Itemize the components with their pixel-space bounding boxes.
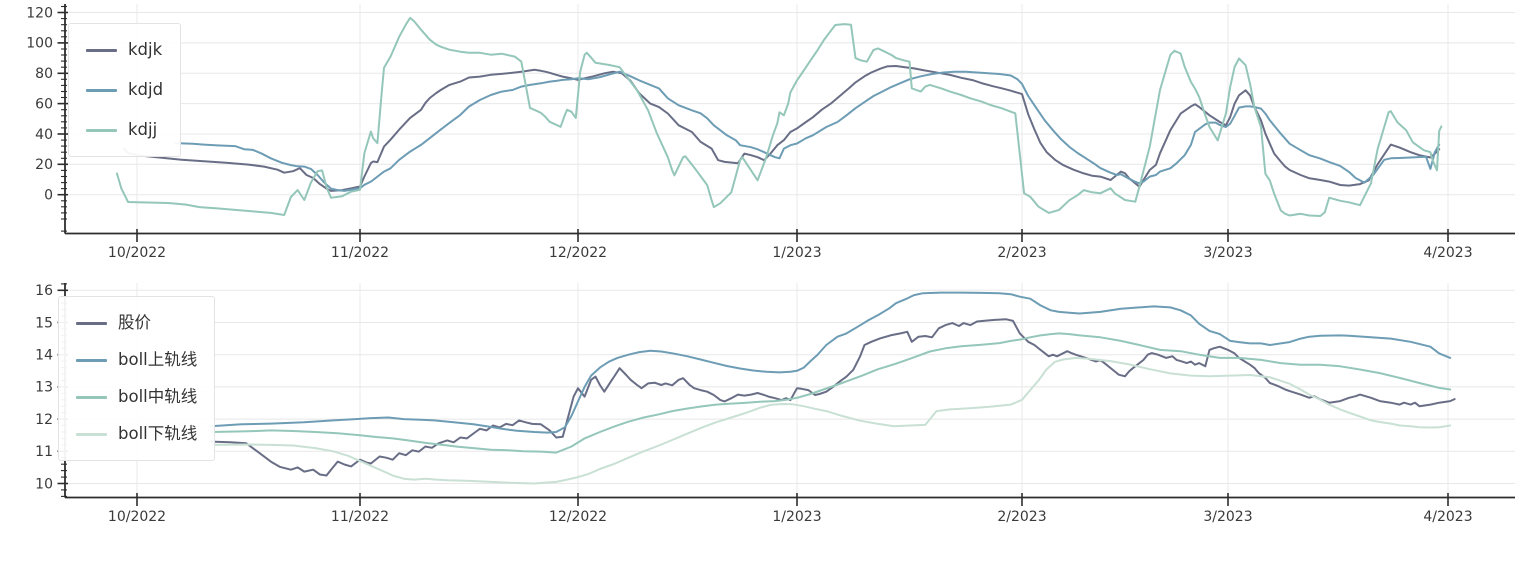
kdjj-line-swatch bbox=[86, 128, 117, 132]
y-tick-label: 14 bbox=[35, 348, 53, 364]
series-line-1-2 bbox=[209, 332, 1452, 454]
boll-upper-line-swatch bbox=[76, 358, 107, 362]
legend-label-boll-lower: boll下轨线 bbox=[118, 424, 198, 443]
y-tick-label: 16 bbox=[35, 283, 53, 299]
series-line-0-2 bbox=[115, 16, 1443, 217]
y-tick-label: 10 bbox=[35, 476, 53, 492]
y-tick-label: 120 bbox=[26, 5, 53, 21]
legend-item-boll-upper: boll上轨线 bbox=[76, 347, 197, 373]
x-tick-label: 3/2023 bbox=[1203, 509, 1252, 525]
x-tick-label: 11/2022 bbox=[331, 509, 389, 525]
x-tick-label: 2/2023 bbox=[997, 509, 1046, 525]
y-tick-label: 40 bbox=[35, 127, 53, 143]
y-tick-label: 60 bbox=[35, 96, 53, 112]
legend-label-price: 股价 bbox=[118, 313, 151, 332]
y-tick-label: 20 bbox=[35, 157, 53, 173]
boll-middle-line-swatch bbox=[76, 395, 107, 399]
series-line-0-0 bbox=[122, 65, 1441, 192]
boll-legend: 股价 boll上轨线 boll中轨线 boll下轨线 bbox=[58, 296, 216, 461]
legend-item-boll-middle: boll中轨线 bbox=[76, 384, 197, 410]
x-tick-label: 4/2023 bbox=[1423, 245, 1472, 261]
legend-item-boll-lower: boll下轨线 bbox=[76, 421, 197, 447]
price-line-swatch bbox=[76, 321, 107, 325]
y-tick-label: 12 bbox=[35, 412, 53, 428]
legend-item-price: 股价 bbox=[76, 310, 197, 336]
y-tick-label: 100 bbox=[26, 36, 53, 52]
series-line-1-0 bbox=[209, 318, 1456, 477]
y-tick-label: 15 bbox=[35, 315, 53, 331]
legend-label-kdjk: kdjk bbox=[128, 40, 163, 59]
legend-item-kdjd: kdjd bbox=[86, 77, 163, 103]
x-tick-label: 1/2023 bbox=[772, 509, 821, 525]
x-tick-label: 1/2023 bbox=[772, 245, 821, 261]
y-tick-label: 80 bbox=[35, 66, 53, 82]
x-tick-label: 12/2022 bbox=[549, 509, 607, 525]
x-tick-label: 4/2023 bbox=[1423, 509, 1472, 525]
legend-label-boll-upper: boll上轨线 bbox=[118, 350, 198, 369]
series-line-0-1 bbox=[173, 70, 1441, 192]
x-tick-label: 12/2022 bbox=[549, 245, 607, 261]
x-tick-label: 10/2022 bbox=[108, 509, 166, 525]
kdjk-line-swatch bbox=[86, 48, 117, 52]
y-tick-label: 13 bbox=[35, 380, 53, 396]
boll-lower-line-swatch bbox=[76, 432, 107, 436]
series-line-1-1 bbox=[209, 291, 1452, 434]
kdj-legend: kdjk kdjd kdjj bbox=[68, 23, 182, 157]
legend-item-kdjk: kdjk bbox=[86, 37, 163, 63]
legend-item-kdjj: kdjj bbox=[86, 117, 163, 143]
legend-label-kdjd: kdjd bbox=[128, 80, 164, 99]
y-tick-label: 0 bbox=[44, 188, 53, 204]
x-tick-label: 2/2023 bbox=[997, 245, 1046, 261]
x-tick-label: 10/2022 bbox=[108, 245, 166, 261]
series-line-1-3 bbox=[209, 356, 1452, 485]
legend-label-kdjj: kdjj bbox=[128, 120, 158, 139]
kdjd-line-swatch bbox=[86, 88, 117, 92]
x-tick-label: 3/2023 bbox=[1203, 245, 1252, 261]
y-tick-label: 11 bbox=[35, 444, 53, 460]
x-tick-label: 11/2022 bbox=[331, 245, 389, 261]
legend-label-boll-middle: boll中轨线 bbox=[118, 387, 198, 406]
